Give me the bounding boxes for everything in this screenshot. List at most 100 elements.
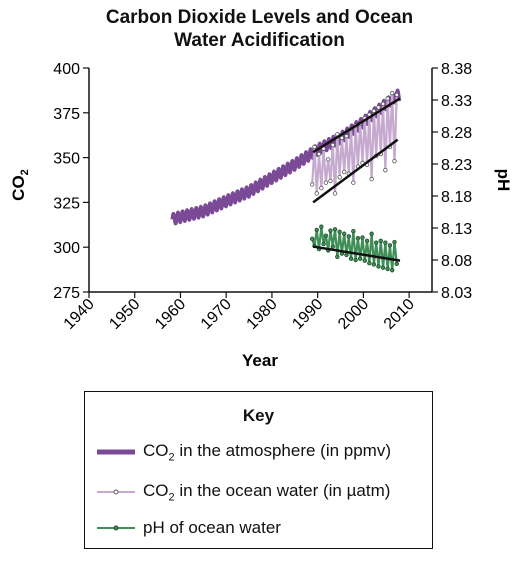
y2-tick-label: 8.38: [441, 61, 472, 78]
series-ph-point: [380, 265, 386, 270]
series-ph-point: [353, 257, 358, 263]
y2-tick-label: 8.08: [441, 253, 472, 270]
y-tick-label: 275: [53, 285, 80, 302]
series-co2-ocean-point: [312, 144, 317, 150]
series-ph-point: [367, 261, 372, 266]
chart-title: Carbon Dioxide Levels and Ocean Water Ac…: [0, 6, 519, 52]
series-co2-ocean-point: [330, 142, 335, 148]
series-ph-point: [314, 227, 319, 233]
legend-box: Key CO2 in the atmosphere (in ppmv) CO2 …: [84, 391, 433, 549]
series-co2-ocean-point: [341, 169, 347, 175]
series-ph-point: [371, 262, 377, 267]
series-ph-point: [351, 228, 356, 234]
series-ph-point: [337, 229, 342, 235]
series-ph-point: [330, 244, 335, 249]
series-ph-point: [394, 261, 399, 267]
series-co2-ocean-point: [385, 96, 390, 101]
series-co2-ocean-point: [369, 176, 374, 182]
series-co2-ocean-point: [376, 105, 381, 110]
legend-label-atmosphere: CO2 in the atmosphere (in ppmv): [143, 440, 392, 464]
x-tick-label: 1970: [198, 296, 235, 333]
series-ph-point: [328, 228, 333, 233]
legend-swatch-ph: [97, 525, 135, 531]
y2-tick-label: 8.18: [441, 189, 472, 206]
x-tick-label: 2000: [335, 296, 372, 333]
series-ph-point: [319, 224, 324, 229]
series-co2-ocean-point: [339, 135, 345, 141]
series-ph-point: [348, 256, 354, 261]
series-ph-point: [332, 227, 338, 232]
series-ph-point: [360, 235, 365, 240]
series-co2-ocean-point: [383, 167, 388, 173]
series-ph-point: [341, 231, 347, 236]
series-ph-point: [357, 256, 363, 261]
axis-layer: 275 300 325 350 375 400 8.03 8.08 8.13 8.18 8.23 8.…: [53, 61, 472, 333]
series-co2-ocean-line: [311, 93, 398, 194]
series-ph-point: [392, 239, 397, 245]
series-ph-point: [390, 268, 395, 273]
chart-title-line-1: Carbon Dioxide Levels and Ocean: [105, 7, 414, 28]
x-tick-label: 1950: [106, 296, 143, 333]
series-ph-point: [346, 234, 351, 239]
y2-tick-label: 8.33: [441, 93, 472, 110]
series-ph-point: [374, 240, 379, 245]
legend-title: Key: [242, 406, 275, 425]
legend-item-ocean-co2: CO2 in the ocean water (in µatm): [97, 480, 390, 504]
y2-tick-label: 8.28: [441, 125, 472, 142]
y-tick-label: 400: [53, 61, 80, 78]
x-tick-label: 1960: [152, 296, 189, 333]
trend-line-3: [312, 245, 401, 262]
series-ph-point: [376, 264, 381, 269]
legend-label-ocean-co2: CO2 in the ocean water (in µatm): [143, 480, 391, 504]
x-tick-label: 2010: [381, 296, 418, 333]
series-co2-ocean-point: [351, 180, 356, 185]
series-ph-point: [323, 233, 329, 238]
series-ph-point: [321, 241, 326, 247]
x-axis-label: Year: [242, 351, 278, 370]
y-axis-label: CO2: [9, 169, 31, 201]
legend-label-ph: pH of ocean water: [143, 518, 281, 537]
trend-line-2: [312, 138, 399, 204]
series-co2-ocean-point: [309, 182, 315, 187]
y2-axis-label: pH: [494, 169, 513, 192]
y-axis-label-sub: 2: [19, 169, 31, 175]
series-co2-ocean-point: [328, 178, 333, 184]
y-tick-label: 300: [53, 240, 80, 257]
series-co2-ocean-point: [319, 185, 324, 191]
legend-item-atmosphere: CO2 in the atmosphere (in ppmv): [97, 440, 391, 464]
series-co2-ocean-point: [344, 133, 349, 139]
legend-swatch-atmosphere: [97, 449, 135, 455]
series-ph-point: [364, 238, 370, 243]
series-co2-ocean-point: [332, 191, 338, 196]
series-ph-point: [369, 231, 374, 236]
series-ph-point: [387, 243, 393, 248]
x-tick-label: 1980: [244, 296, 281, 333]
series-ph-point: [383, 240, 388, 245]
legend-item-ph: pH of ocean water: [97, 516, 281, 540]
series-ph-point: [378, 238, 383, 243]
series-co2-ocean-point: [337, 175, 342, 180]
chart-svg: 275 300 325 350 375 400 8.03 8.08 8.13 8.18 8.23 8.…: [9, 61, 513, 370]
series-co2-ocean-point: [323, 180, 329, 185]
series-ph-point: [309, 236, 315, 242]
series-ph-point: [335, 254, 340, 259]
y2-tick-label: 8.23: [441, 157, 472, 174]
series-co2-ocean-point: [392, 158, 397, 164]
legend-swatch-ocean-co2: [97, 489, 135, 495]
series-co2-ocean-point: [371, 108, 377, 114]
series-co2-ocean-point: [316, 151, 322, 157]
trend-line-1: [312, 97, 401, 154]
series-ph-point: [344, 252, 349, 258]
y-axis-label-main: CO: [9, 175, 28, 201]
y2-tick-label: 8.13: [441, 221, 472, 238]
plot-layer: [170, 88, 402, 273]
series-co2-ocean-point: [394, 92, 399, 98]
series-co2-ocean-point: [390, 90, 395, 96]
y-tick-label: 350: [53, 151, 80, 168]
series-ph-point: [362, 258, 367, 263]
y2-tick-label: 8.03: [441, 285, 472, 302]
series-ph-point: [355, 236, 361, 241]
series-ph-point: [385, 266, 390, 272]
y-tick-label: 375: [53, 106, 80, 123]
series-co2-ocean-point: [380, 101, 386, 107]
